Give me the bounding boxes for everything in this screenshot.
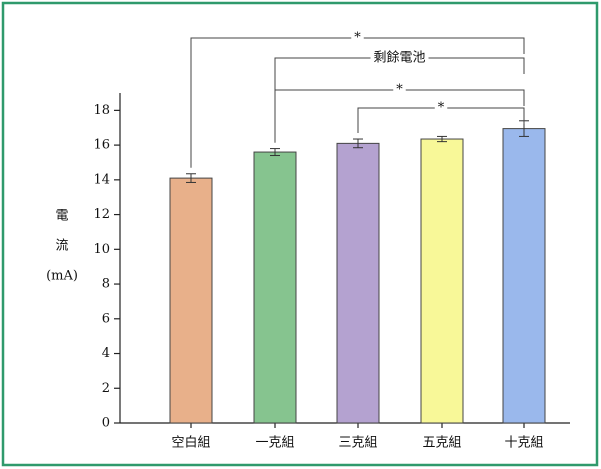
x-tick-label: 空白組 bbox=[171, 435, 210, 451]
bar bbox=[169, 177, 213, 424]
bar bbox=[253, 151, 297, 424]
bracket-label: * bbox=[396, 83, 403, 98]
bar bbox=[336, 142, 380, 424]
y-tick-label: 2 bbox=[102, 381, 110, 396]
bracket-label-bg bbox=[434, 101, 448, 115]
bracket-label: * bbox=[354, 31, 361, 46]
x-tick-label: 三克組 bbox=[338, 436, 377, 451]
y-tick-label: 0 bbox=[102, 416, 110, 431]
y-axis-label: 電 bbox=[55, 209, 68, 224]
y-tick-label: 8 bbox=[102, 277, 110, 292]
bracket-label: 剩餘電池 bbox=[373, 50, 425, 66]
y-tick-label: 18 bbox=[93, 103, 110, 118]
y-tick-label: 4 bbox=[102, 346, 110, 361]
bar bbox=[502, 128, 546, 424]
bracket-label: * bbox=[438, 101, 445, 116]
y-tick-label: 6 bbox=[102, 311, 110, 326]
bar bbox=[420, 138, 464, 424]
y-tick-label: 14 bbox=[93, 172, 110, 187]
y-axis-label: (mA) bbox=[46, 269, 78, 284]
x-tick-label: 一克組 bbox=[255, 436, 294, 451]
y-tick-label: 10 bbox=[93, 242, 110, 257]
bracket-label-bg bbox=[370, 51, 429, 65]
y-tick-label: 12 bbox=[93, 207, 110, 222]
x-tick-label: 五克組 bbox=[422, 436, 461, 451]
bracket-label-bg bbox=[351, 31, 364, 45]
bracket-label-bg bbox=[393, 83, 406, 97]
x-tick-label: 十克組 bbox=[504, 436, 543, 451]
y-tick-label: 16 bbox=[93, 138, 110, 153]
y-axis-label: 流 bbox=[55, 239, 68, 254]
